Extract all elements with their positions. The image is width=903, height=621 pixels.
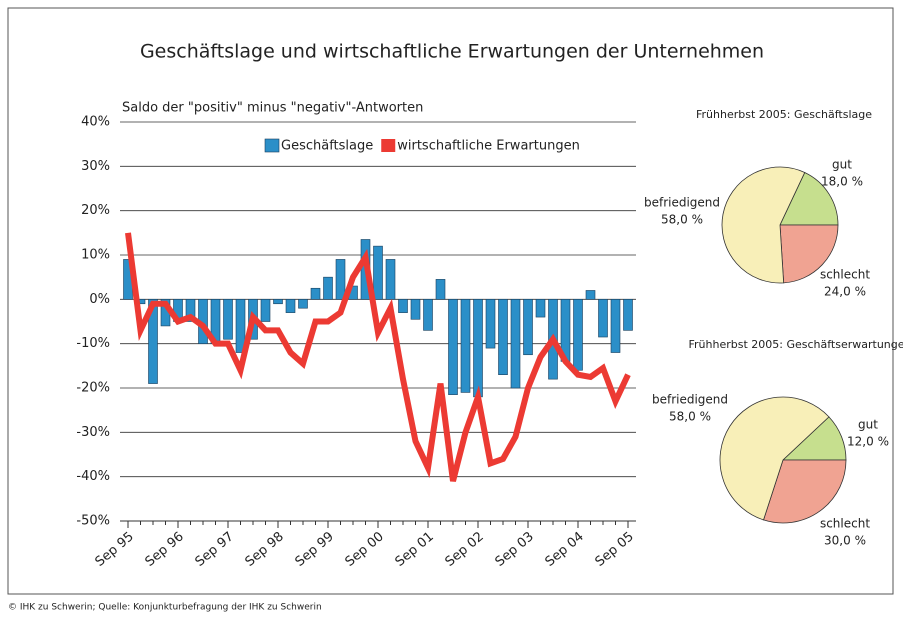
x-tick-label: Sep 98 bbox=[243, 529, 287, 570]
bar bbox=[410, 299, 421, 320]
line bbox=[125, 232, 631, 482]
bar bbox=[385, 259, 396, 300]
bar bbox=[485, 299, 496, 349]
bar bbox=[498, 299, 508, 376]
slice-value-label: 24,0 % bbox=[824, 285, 866, 299]
y-tick-label: 20% bbox=[81, 203, 110, 218]
slice-label: schlecht bbox=[820, 517, 870, 531]
x-tick-label: Sep 00 bbox=[343, 529, 387, 570]
bar bbox=[285, 299, 296, 313]
pie-slice bbox=[719, 396, 830, 521]
legend-label: Geschäftslage bbox=[281, 139, 373, 154]
bar bbox=[573, 299, 583, 371]
x-tick-label: Sep 01 bbox=[393, 529, 437, 570]
bar bbox=[610, 299, 621, 353]
bar bbox=[373, 245, 383, 300]
pie-slice bbox=[779, 224, 839, 284]
y-tick-label: 30% bbox=[81, 159, 110, 174]
bar bbox=[323, 276, 333, 300]
x-tick-label: Sep 96 bbox=[143, 529, 187, 570]
bar bbox=[335, 259, 346, 300]
bar bbox=[148, 299, 158, 384]
slice-value-label: 18,0 % bbox=[821, 175, 863, 189]
legend-swatch bbox=[264, 138, 280, 153]
x-tick-label: Sep 04 bbox=[543, 529, 587, 570]
chart-title: Geschäftslage und wirtschaftliche Erwart… bbox=[140, 41, 764, 63]
bar bbox=[460, 299, 471, 393]
legend-label: wirtschaftliche Erwartungen bbox=[397, 139, 580, 154]
bar bbox=[423, 299, 433, 331]
y-tick-label: 10% bbox=[81, 248, 110, 263]
slice-value-label: 12,0 % bbox=[847, 435, 889, 449]
pie-title: Frühherbst 2005: Geschäftserwartungen bbox=[688, 338, 903, 351]
bar bbox=[260, 299, 271, 322]
y-tick-label: -20% bbox=[76, 381, 110, 396]
pie-slice bbox=[779, 171, 839, 226]
pie-slice bbox=[721, 166, 806, 284]
bar bbox=[185, 299, 196, 322]
y-tick-label: -30% bbox=[76, 425, 110, 440]
bar bbox=[235, 299, 246, 353]
x-tick-label: Sep 95 bbox=[93, 529, 137, 570]
slice-value-label: 58,0 % bbox=[669, 410, 711, 424]
bar bbox=[510, 299, 521, 389]
pie-title: Frühherbst 2005: Geschäftslage bbox=[696, 108, 872, 121]
y-tick-label: -10% bbox=[76, 336, 110, 351]
bar bbox=[598, 299, 608, 338]
bar bbox=[448, 299, 458, 395]
bar bbox=[310, 287, 321, 300]
bar bbox=[473, 299, 483, 398]
bar bbox=[273, 299, 283, 305]
x-tick-label: Sep 02 bbox=[443, 529, 487, 570]
bar bbox=[398, 299, 408, 313]
bar bbox=[585, 290, 596, 300]
slice-label: gut bbox=[832, 158, 852, 172]
bar bbox=[298, 299, 308, 309]
slice-label: gut bbox=[858, 418, 878, 432]
axis-label: Saldo der "positiv" minus "negativ"-Antw… bbox=[122, 101, 423, 116]
x-tick-label: Sep 05 bbox=[593, 529, 637, 570]
slice-label: schlecht bbox=[820, 268, 870, 282]
slice-value-label: 58,0 % bbox=[661, 213, 703, 227]
slice-label: befriedigend bbox=[652, 393, 728, 407]
source: © IHK zu Schwerin; Quelle: Konjunkturbef… bbox=[8, 603, 322, 613]
bar bbox=[535, 299, 546, 318]
y-tick-label: 0% bbox=[89, 292, 110, 307]
bar bbox=[623, 299, 633, 331]
y-tick-label: -50% bbox=[76, 514, 110, 529]
y-tick-label: 40% bbox=[81, 115, 110, 130]
x-tick-label: Sep 99 bbox=[293, 529, 337, 570]
slice-value-label: 30,0 % bbox=[824, 534, 866, 548]
y-tick-label: -40% bbox=[76, 469, 110, 484]
x-tick-label: Sep 03 bbox=[493, 529, 537, 570]
slice-label: befriedigend bbox=[644, 196, 720, 210]
legend-swatch bbox=[381, 139, 396, 152]
frame bbox=[7, 7, 894, 595]
bar bbox=[223, 299, 233, 340]
pie-slice bbox=[763, 459, 847, 524]
x-tick-label: Sep 97 bbox=[193, 529, 237, 570]
bar bbox=[523, 299, 533, 356]
bar bbox=[435, 279, 446, 300]
